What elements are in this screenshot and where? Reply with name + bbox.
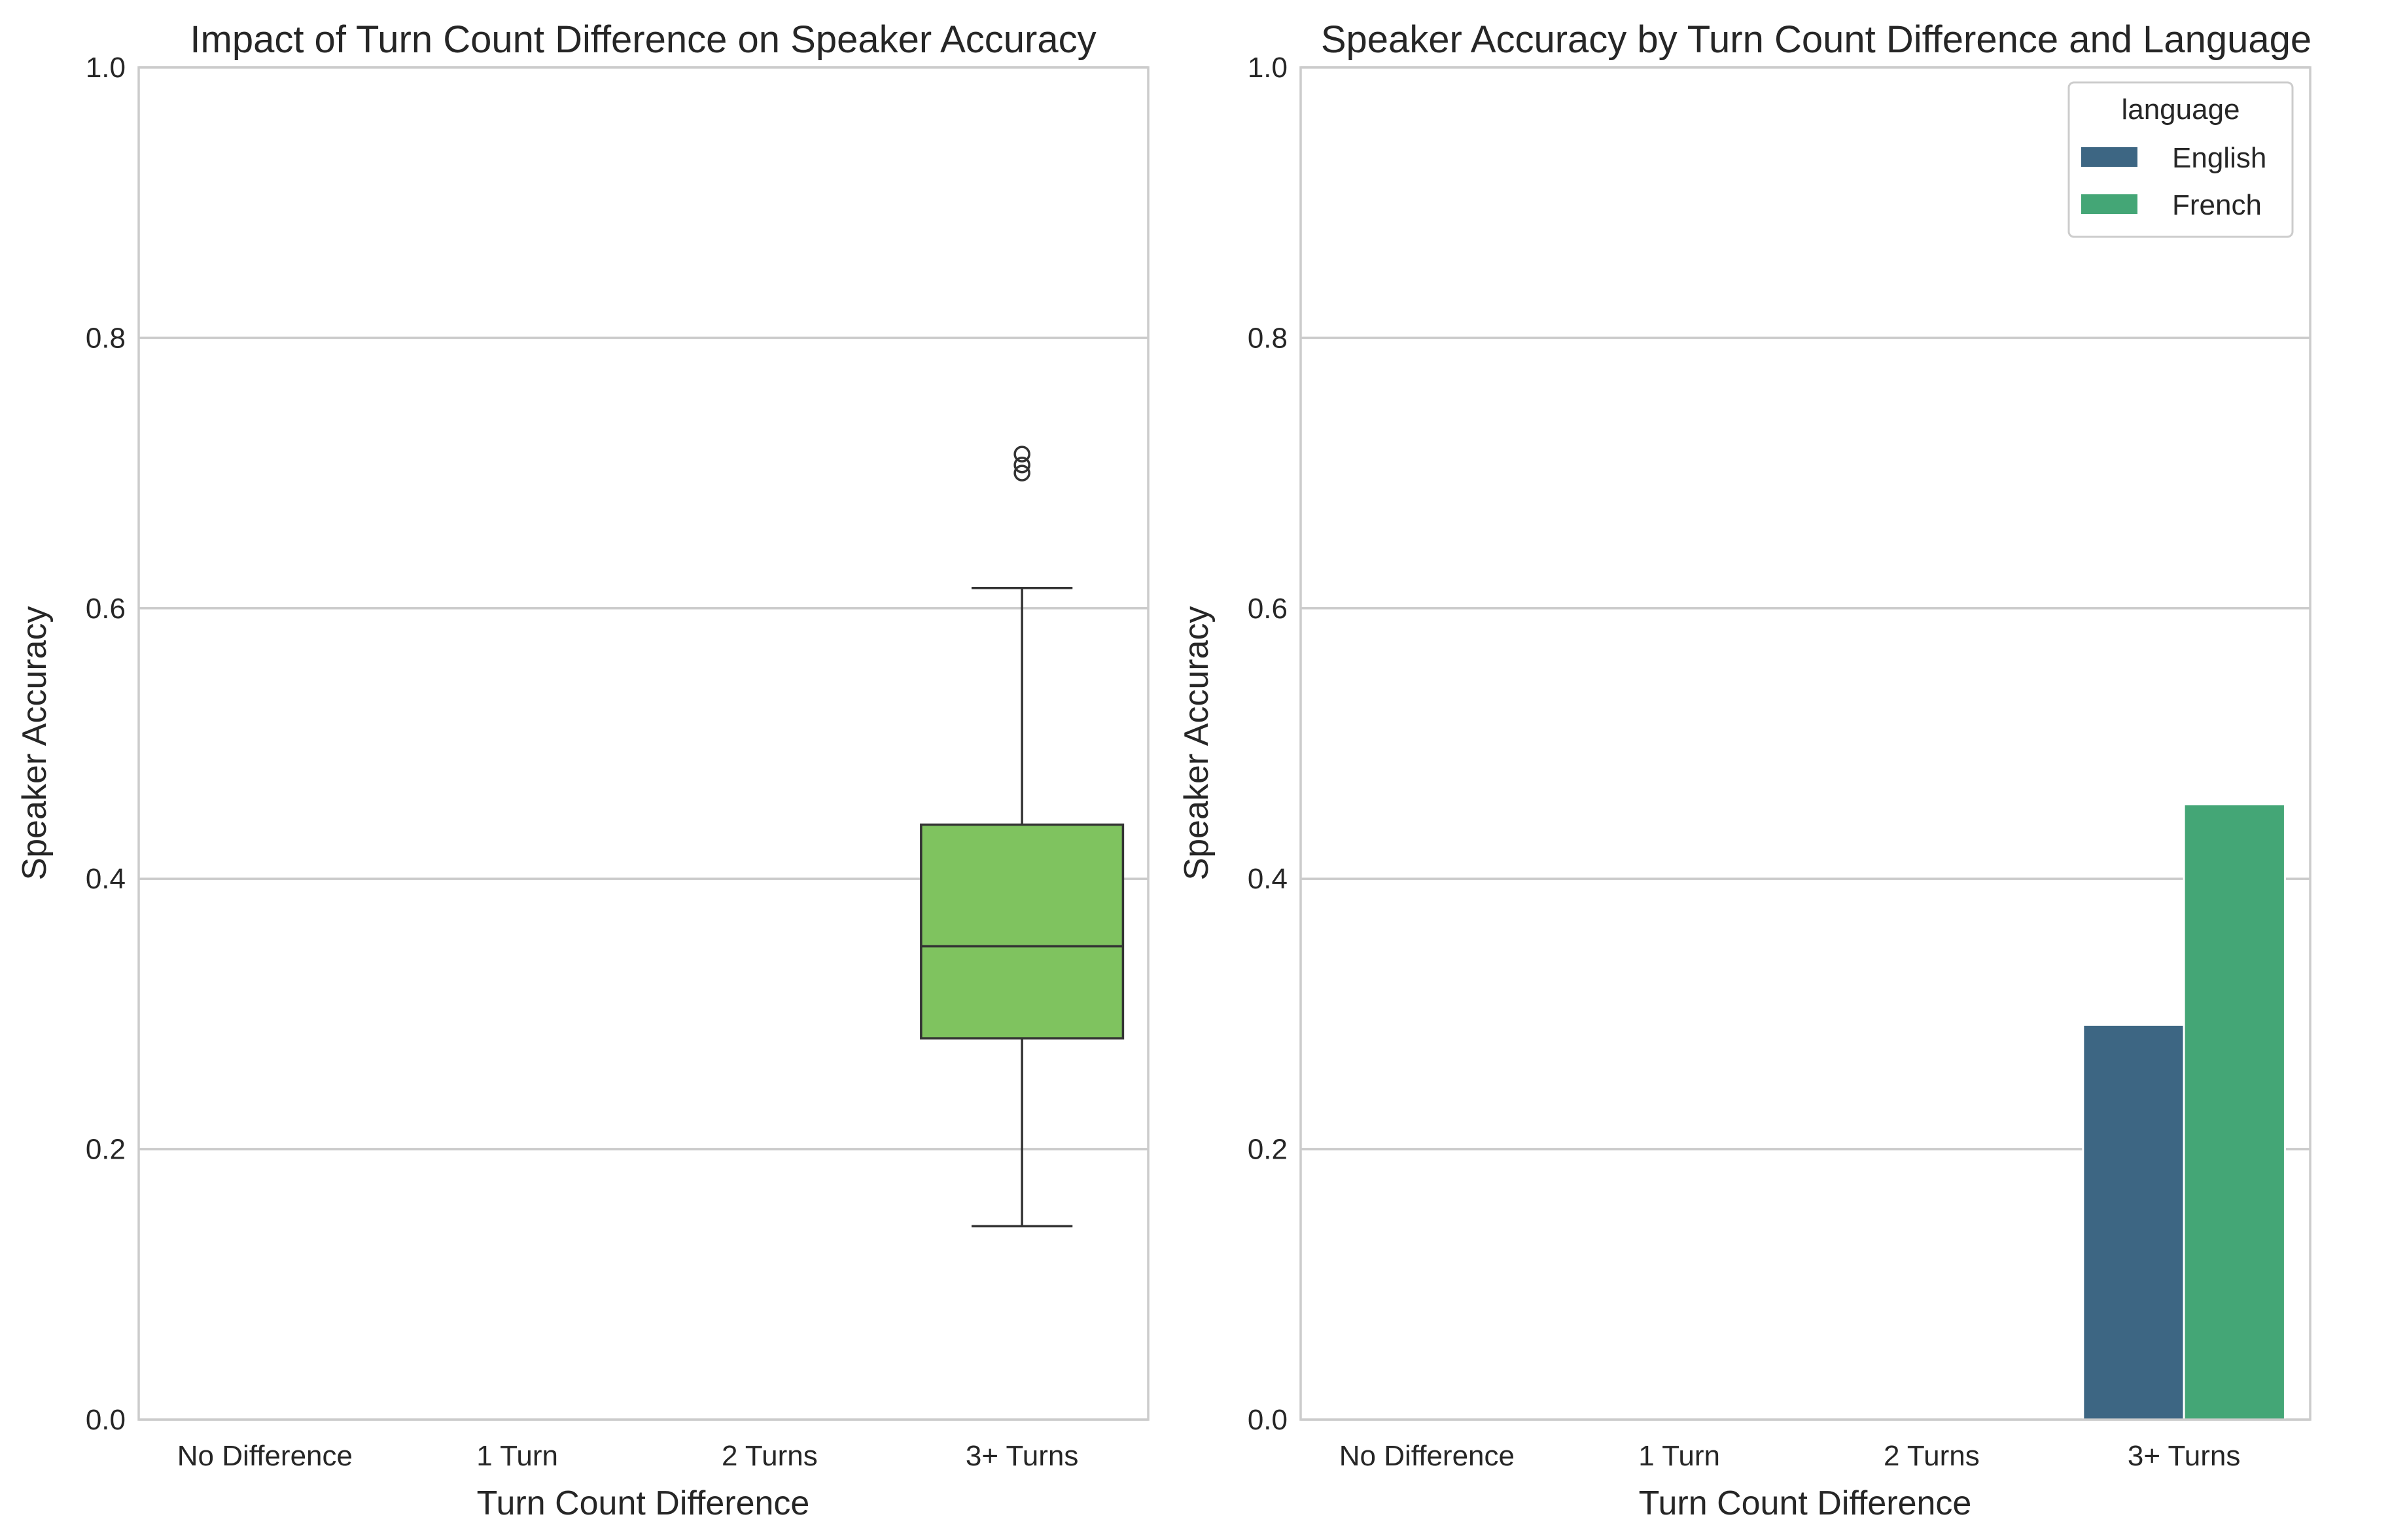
c1-plot-frame [1299,66,2311,1421]
legend-title: language [2121,94,2240,126]
outlier-point [1013,464,1030,481]
c1-y-tick-label: 0.2 [1248,1134,1288,1166]
legend-swatch-english [2081,147,2137,167]
c0-y-tick-label: 0.8 [86,322,126,354]
c1-x-tick-2-turns: 2 Turns [1884,1440,1980,1472]
c0-x-axis-label: Turn Count Difference [477,1484,810,1522]
c1-title: Speaker Accuracy by Turn Count Differenc… [1321,18,2311,61]
c1-x-tick-1-turn: 1 Turn [1638,1440,1720,1472]
c1-x-tick-no-difference: No Difference [1339,1440,1515,1472]
c0-x-tick-2-turns: 2 Turns [722,1440,818,1472]
c0-x-tick-no-difference: No Difference [177,1440,353,1472]
c0-y-tick-label: 0.0 [86,1404,126,1436]
bar-french-3-turns [2183,803,2286,1421]
c1-y-ticks: 0.0 0.2 0.4 0.6 0.8 1.0 [1248,52,1288,1436]
c0-y-ticks: 0.0 0.2 0.4 0.6 0.8 1.0 [86,52,126,1436]
c0-y-tick-label: 0.6 [86,593,126,625]
c1-y-tick-label: 1.0 [1248,52,1288,84]
c0-y-tick-label: 0.2 [86,1134,126,1166]
c0-x-tick-1-turn: 1 Turn [476,1440,558,1472]
c1-y-tick-label: 0.8 [1248,322,1288,354]
c0-x-tick-3-turns: 3+ Turns [966,1440,1078,1472]
c0-y-axis-label: Speaker Accuracy [16,606,54,880]
outlier-point [1013,456,1030,474]
c0-y-tick-label: 1.0 [86,52,126,84]
c1-y-tick-label: 0.0 [1248,1404,1288,1436]
c1-legend: language English French [2067,81,2294,238]
c1-marks [2082,803,2286,1421]
legend-label-french: French [2172,189,2262,221]
outlier-point [1013,446,1030,463]
c1-x-axis-label: Turn Count Difference [1639,1484,1972,1522]
c1-x-tick-3-turns: 3+ Turns [2128,1440,2240,1472]
c0-title: Impact of Turn Count Difference on Speak… [190,18,1096,61]
c1-y-tick-label: 0.4 [1248,863,1288,895]
c1-y-tick-label: 0.6 [1248,593,1288,625]
legend-label-english: English [2172,142,2266,174]
c0-y-tick-label: 0.4 [86,863,126,895]
legend-swatch-french [2081,194,2137,214]
bar-english-3-turns [2082,1023,2185,1421]
c1-y-axis-label: Speaker Accuracy [1178,606,1216,880]
box-chart: 0.0 0.2 0.4 0.6 0.8 1.0 No Difference 1 Turn 2 … [16,18,1150,1522]
box-3-turns [920,446,1125,1228]
iqr-box [920,823,1125,1040]
c0-marks [920,446,1125,1228]
c0-plot-frame [137,66,1150,1421]
c1-x-ticks: No Difference 1 Turn 2 Turns 3+ Turns [1339,1440,2241,1472]
bar-chart: 0.0 0.2 0.4 0.6 0.8 1.0 No Difference 1 Turn 2 … [1178,18,2311,1522]
c0-x-ticks: No Difference 1 Turn 2 Turns 3+ Turns [177,1440,1079,1472]
